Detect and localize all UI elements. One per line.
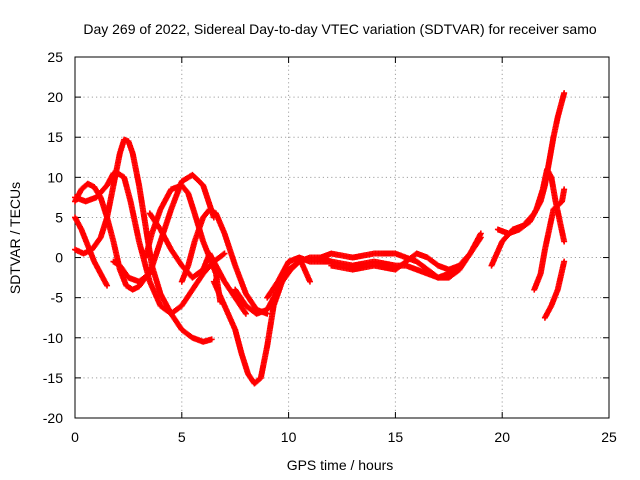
y-tick-label: 25 bbox=[47, 49, 63, 65]
y-tick-label: -10 bbox=[43, 330, 63, 346]
x-tick-label: 15 bbox=[388, 429, 404, 445]
y-tick-label: 0 bbox=[55, 250, 63, 266]
data-point-marker bbox=[208, 336, 215, 343]
y-tick-label: -15 bbox=[43, 370, 63, 386]
data-point-marker bbox=[561, 258, 568, 265]
tick-label-layer: 0 5 10 15 20 25 -20 -15 -10 -5 0 5 10 15 20 25 bbox=[43, 49, 617, 445]
x-tick-label: 20 bbox=[494, 429, 510, 445]
x-axis-title: GPS time / hours bbox=[287, 457, 394, 473]
series-trace-18 bbox=[541, 258, 568, 321]
x-tick-label: 0 bbox=[71, 429, 79, 445]
data-point-marker bbox=[561, 90, 568, 97]
y-tick-label: 5 bbox=[55, 209, 63, 225]
x-tick-label: 5 bbox=[178, 429, 186, 445]
series-trace-16 bbox=[494, 166, 568, 245]
series-trace-14 bbox=[328, 250, 463, 273]
y-tick-label: 10 bbox=[47, 169, 63, 185]
data-point-marker bbox=[242, 310, 249, 317]
data-point-marker bbox=[561, 238, 568, 245]
data-point-marker bbox=[221, 250, 228, 257]
y-tick-label: -5 bbox=[51, 290, 64, 306]
series-trace-2 bbox=[72, 214, 111, 289]
data-point-marker bbox=[561, 186, 568, 193]
y-tick-label: 15 bbox=[47, 129, 63, 145]
data-point-marker bbox=[220, 251, 227, 258]
series-trace-13 bbox=[317, 230, 484, 281]
series-trace-17 bbox=[531, 186, 568, 293]
plot-frame bbox=[74, 56, 610, 419]
y-tick-label: -20 bbox=[43, 410, 63, 426]
y-tick-label: 20 bbox=[47, 89, 63, 105]
data-point-marker bbox=[456, 262, 463, 269]
series-trace-8 bbox=[178, 206, 271, 317]
series-trace-7 bbox=[146, 210, 249, 317]
series-layer bbox=[72, 90, 568, 387]
data-point-marker bbox=[306, 278, 313, 285]
x-tick-label: 10 bbox=[281, 429, 297, 445]
x-tick-label: 25 bbox=[601, 429, 617, 445]
data-point-marker bbox=[104, 282, 111, 289]
data-point-marker bbox=[477, 230, 484, 237]
y-axis-title: SDTVAR / TECUs bbox=[7, 182, 23, 294]
chart-title: Day 269 of 2022, Sidereal Day-to-day VTE… bbox=[83, 21, 596, 37]
